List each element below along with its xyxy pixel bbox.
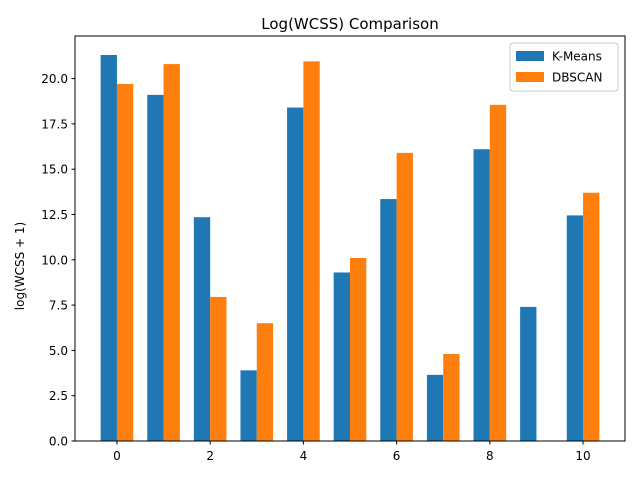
legend-label: K-Means [552, 50, 602, 64]
x-tick-label: 2 [206, 449, 214, 463]
bar-dbscan-2 [210, 296, 227, 441]
y-tick-label: 10.0 [41, 253, 68, 267]
y-tick-label: 5.0 [49, 344, 68, 358]
bar-k-means-3 [240, 370, 257, 441]
bar-k-means-10 [566, 215, 584, 441]
x-tick-label: 6 [393, 449, 401, 463]
y-tick-label: 2.5 [49, 389, 68, 403]
bar-dbscan-0 [116, 84, 134, 441]
bar-k-means-1 [147, 94, 164, 442]
legend-label: DBSCAN [552, 71, 602, 85]
x-tick-label: 4 [300, 449, 308, 463]
y-tick-label: 15.0 [41, 163, 68, 177]
x-tick-label: 0 [113, 449, 121, 463]
legend-swatch [516, 72, 544, 82]
legend: K-Means DBSCAN [509, 42, 619, 92]
y-tick-label: 17.5 [41, 117, 68, 131]
bars-group [100, 55, 600, 442]
bar-k-means-6 [380, 199, 397, 441]
bar-k-means-0 [100, 55, 117, 441]
x-axis: 0 2 4 6 8 10 [113, 441, 591, 463]
y-tick-label: 7.5 [49, 299, 68, 313]
bar-k-means-2 [193, 217, 211, 441]
bar-k-means-5 [333, 272, 350, 441]
chart-title: Log(WCSS) Comparison [261, 15, 438, 33]
bar-dbscan-4 [303, 61, 320, 441]
bar-k-means-8 [473, 149, 490, 441]
bar-k-means-4 [287, 107, 304, 441]
plot-frame [74, 35, 626, 442]
bar-dbscan-8 [489, 104, 507, 441]
bar-k-means-9 [520, 306, 537, 441]
y-tick-label: 12.5 [41, 208, 68, 222]
y-tick-label: 0.0 [49, 435, 68, 449]
bar-dbscan-1 [163, 64, 180, 441]
bar-dbscan-5 [350, 257, 367, 441]
y-axis-label: log(WCSS + 1) [13, 222, 27, 310]
bar-dbscan-3 [256, 323, 274, 441]
bar-dbscan-6 [396, 152, 413, 441]
x-tick-label: 10 [575, 449, 590, 463]
bar-dbscan-10 [583, 192, 600, 441]
legend-swatch [516, 51, 544, 61]
x-tick-label: 8 [486, 449, 494, 463]
y-axis: 0.0 2.5 5.0 7.5 10.0 12.5 15.0 17.5 20.0 [41, 72, 75, 449]
bar-dbscan-7 [443, 354, 460, 441]
y-tick-label: 20.0 [41, 72, 68, 86]
bar-k-means-7 [426, 374, 444, 441]
